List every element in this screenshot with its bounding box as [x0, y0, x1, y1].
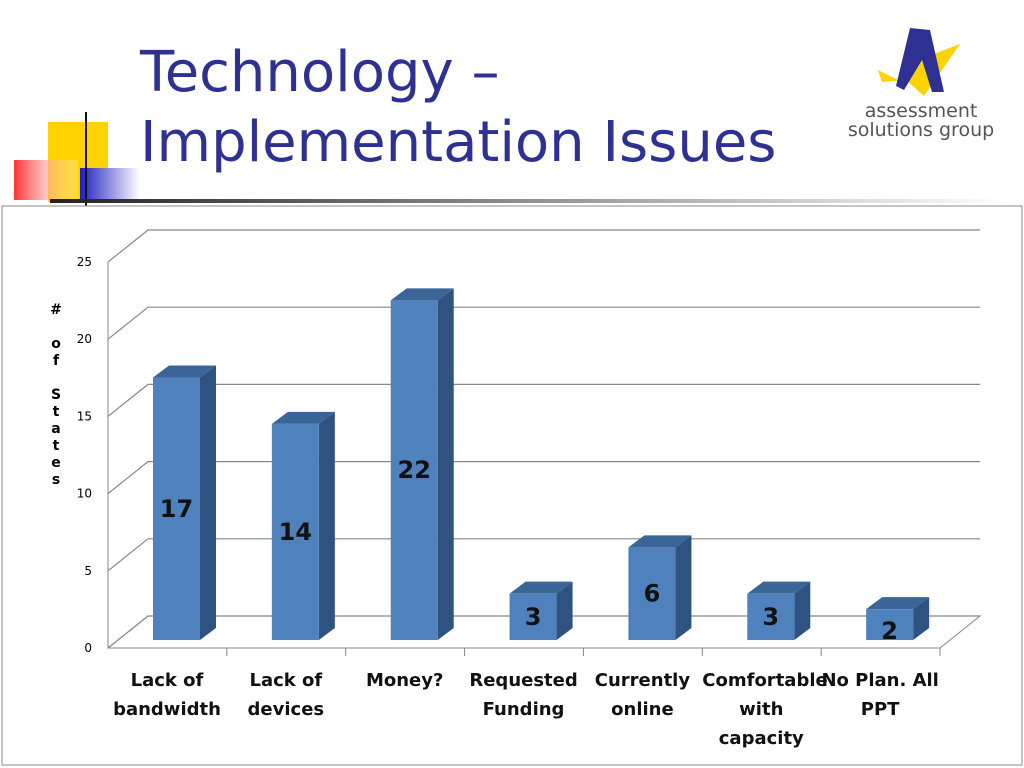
x-tick-label: Comfortable with capacity [702, 670, 828, 749]
bar-top [866, 597, 930, 610]
deco [14, 160, 78, 200]
x-tick-label: Currently online [594, 670, 691, 720]
bar [390, 300, 438, 640]
grid-line [107, 538, 980, 572]
y-tick-label: 20 [77, 332, 92, 346]
x-tick-label: Lack of bandwidth [113, 670, 221, 720]
bar-side [913, 597, 930, 640]
title: Technology – Implementation Issues [140, 40, 777, 175]
x-tick-label: Lack of devices [247, 670, 325, 720]
data-label: 6 [644, 580, 661, 608]
grid-line [107, 383, 980, 417]
grid-line [107, 615, 980, 649]
bar [509, 593, 557, 640]
bar [866, 609, 914, 640]
bar-side [200, 365, 216, 640]
x-tick-label: Money? [365, 670, 444, 691]
bar-top [747, 581, 811, 594]
y-tick-label: 25 [77, 255, 92, 269]
data-label: 3 [762, 603, 779, 631]
bar-side [318, 411, 335, 640]
logo-mark [896, 28, 944, 92]
bar [747, 593, 795, 640]
y-tick-label: 15 [77, 409, 92, 423]
bar-side [794, 581, 811, 640]
bar-side [437, 288, 454, 640]
bar-top [153, 365, 216, 378]
y-tick-label: 10 [77, 487, 92, 501]
bar [153, 377, 200, 640]
bar-side [556, 581, 573, 640]
bar-side [675, 535, 692, 640]
x-tick-label: Requested Funding [469, 670, 578, 720]
y-axis-label: # of States [48, 302, 64, 489]
deco [80, 168, 140, 202]
data-label: 22 [398, 456, 431, 484]
y-tick-label: 5 [84, 564, 92, 578]
bar-top [628, 535, 692, 548]
data-label: 17 [160, 495, 193, 523]
y-tick-label: 0 [84, 641, 92, 655]
grid-line [107, 461, 980, 495]
data-label: 3 [525, 603, 542, 631]
bar-top [509, 581, 573, 594]
bar-top [390, 288, 454, 301]
x-tick-label: No Plan. All PPT [821, 670, 939, 720]
grid-line [107, 229, 980, 263]
logo-text: assessment solutions group [847, 100, 995, 141]
grid-line [107, 306, 980, 340]
rule [50, 199, 1010, 203]
chart-frame [1, 205, 1023, 766]
bar-top [271, 411, 335, 424]
data-label: 2 [881, 617, 898, 645]
logo-mark [878, 44, 960, 96]
data-label: 14 [279, 518, 312, 546]
bar [628, 547, 676, 640]
bar [271, 423, 319, 640]
